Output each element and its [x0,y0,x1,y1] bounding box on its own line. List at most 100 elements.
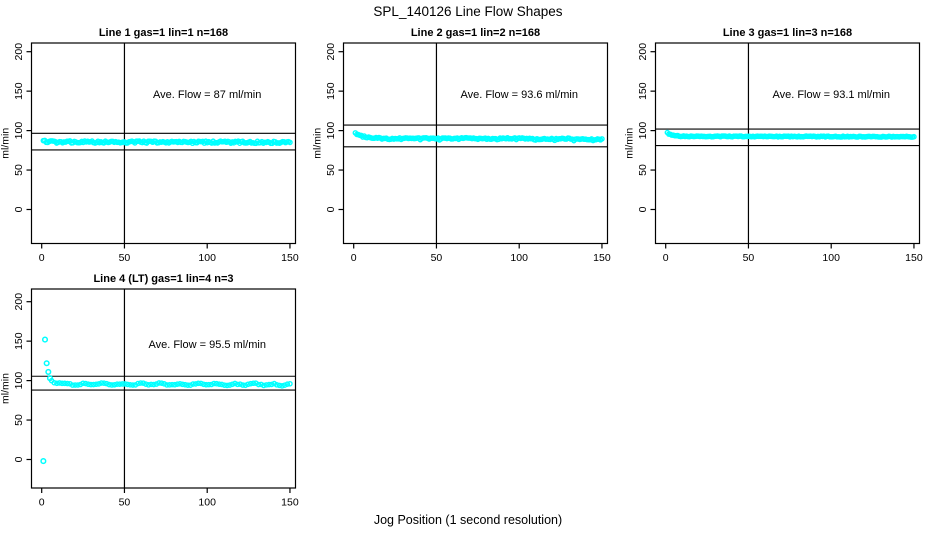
x-tick-label: 0 [39,497,45,509]
x-tick-label: 100 [822,252,840,264]
data-point [137,380,144,386]
data-point [51,379,58,386]
y-tick-label: 100 [637,122,649,140]
outlier-point [43,360,50,367]
panel-title: Line 1 gas=1 lin=1 n=168 [99,27,228,39]
y-tick-label: 200 [325,43,337,61]
data-point [169,381,175,388]
data-point [72,382,79,388]
data-point [599,136,605,142]
data-point [75,382,81,388]
data-point [242,382,249,389]
y-tick-label: 100 [13,372,25,390]
data-point [205,381,212,388]
x-tick-label: 100 [198,497,216,509]
data-point [221,382,228,388]
y-tick-label: 50 [13,164,25,176]
y-axis-label: ml/min [0,373,12,404]
data-point [101,380,107,387]
data-point [143,381,149,387]
y-tick-label: 50 [637,164,649,176]
data-point [226,382,233,388]
y-tick-label: 100 [325,122,337,140]
data-point [145,382,152,388]
data-point [287,139,293,146]
data-point [190,381,196,387]
y-tick-label: 150 [325,82,337,100]
y-tick-label: 200 [13,43,25,61]
x-tick-label: 150 [905,252,923,264]
outlier-point [45,368,52,375]
y-tick-label: 0 [13,206,25,212]
data-point [279,383,285,389]
scatter-points [352,130,605,144]
data-point [213,380,220,387]
ave-flow-annotation: Ave. Flow = 93.6 ml/min [460,89,577,101]
x-tick-label: 50 [431,252,443,264]
data-point [208,381,215,388]
x-tick-label: 150 [281,252,299,264]
data-point [95,381,102,387]
y-tick-label: 50 [13,414,25,426]
data-point [179,381,186,388]
y-tick-label: 0 [13,456,25,462]
data-point [114,381,120,387]
data-point [219,381,225,388]
data-point [216,381,223,387]
x-tick-label: 150 [281,497,299,509]
panel-3: Line 3 gas=1 lin=3 n=168 0 50 100 150 0 50 100 1… [624,27,923,264]
data-point [276,382,283,389]
data-point [82,380,89,387]
panel-title: Line 4 (LT) gas=1 lin=4 n=3 [93,273,233,285]
data-point [237,381,243,387]
data-point [281,382,288,389]
x-tick-label: 150 [593,252,611,264]
panels-group: Line 1 gas=1 lin=1 n=168 0 50 100 150 0 50 100 1… [0,27,923,509]
data-point [98,380,105,386]
data-point [185,382,191,388]
data-point [192,381,199,387]
data-point [177,380,183,387]
outlier-point [46,375,54,382]
plot-border [654,42,921,245]
data-point [234,381,241,388]
y-tick-label: 50 [325,164,337,176]
data-point [287,380,293,387]
x-axis-title: Jog Position (1 second resolution) [374,513,562,527]
data-point [250,380,257,387]
data-point [260,382,267,389]
data-point [103,380,110,387]
y-tick-label: 0 [637,206,649,212]
data-point [166,382,173,388]
figure-title: SPL_140126 Line Flow Shapes [373,4,562,19]
panel-title: Line 3 gas=1 lin=3 n=168 [723,27,852,39]
data-point [106,381,113,388]
data-point [150,381,157,388]
data-point [148,381,154,388]
ave-flow-annotation: Ave. Flow = 87 ml/min [153,89,261,101]
data-point [111,381,118,388]
x-tick-label: 50 [743,252,755,264]
data-point [61,380,68,387]
data-point [268,381,275,388]
data-point [224,382,230,389]
data-point [135,380,141,387]
data-point [258,381,264,388]
data-point [69,382,76,388]
data-point [203,381,209,388]
data-point [195,380,202,387]
data-point [124,381,131,388]
data-point [158,380,165,386]
data-point [266,381,272,388]
outlier-point [41,336,49,343]
y-tick-label: 150 [13,332,25,350]
panel-2: Line 2 gas=1 lin=2 n=168 0 50 100 150 0 50 100 1… [312,27,611,264]
y-axis-label: ml/min [0,128,12,159]
data-point [229,381,236,388]
data-point [88,381,94,388]
data-point [247,380,254,387]
data-point [274,382,280,388]
panel-4: Line 4 (LT) gas=1 lin=4 n=3 0 50 100 150 0 50 1… [0,273,299,509]
data-point [198,380,204,387]
